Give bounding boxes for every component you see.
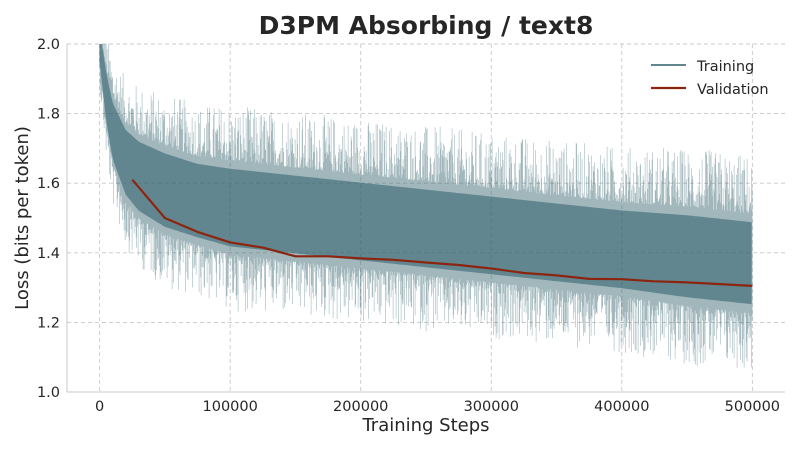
legend: Training Validation — [651, 59, 769, 98]
y-tick-label: 1.8 — [37, 107, 60, 123]
legend-label-validation: Validation — [697, 82, 769, 98]
legend-label-training: Training — [696, 59, 754, 75]
y-tick-label: 1.6 — [37, 176, 60, 192]
x-tick-label: 400000 — [594, 399, 649, 415]
training-series — [99, 44, 753, 368]
validation-series — [131, 178, 753, 287]
x-tick-label: 300000 — [464, 399, 519, 415]
y-tick-label: 1.2 — [37, 315, 60, 331]
x-tick-label: 0 — [95, 399, 104, 415]
training-core-band — [99, 44, 752, 305]
x-axis-label: Training Steps — [361, 415, 489, 436]
axes — [66, 44, 785, 393]
x-tick-label: 500000 — [725, 399, 780, 415]
y-tick-label: 1.0 — [37, 385, 60, 401]
y-axis-label: Loss (bits per token) — [12, 126, 33, 310]
tick-labels: 0 100000 200000 300000 400000 500000 1.0 1.2 1.4… — [37, 37, 780, 415]
x-tick-label: 100000 — [203, 399, 258, 415]
y-tick-label: 1.4 — [37, 246, 60, 262]
validation-line — [131, 178, 753, 287]
x-tick-label: 200000 — [333, 399, 388, 415]
y-tick-label: 2.0 — [37, 37, 60, 53]
chart-title: D3PM Absorbing / text8 — [259, 11, 594, 40]
